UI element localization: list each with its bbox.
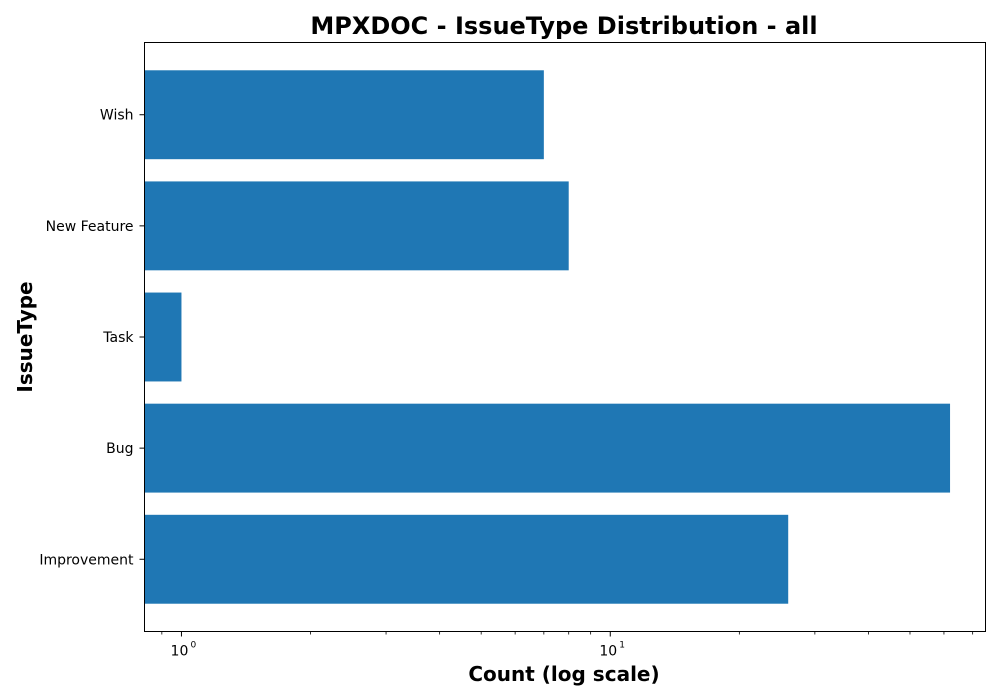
x-tick-label: 10	[171, 644, 189, 660]
y-axis: Improvement Bug Task New Feature Wish	[39, 108, 145, 568]
bar-task	[144, 292, 182, 382]
bar-new-feature	[144, 181, 569, 271]
x-tick-exponent: 1	[619, 641, 625, 651]
bar-bug	[144, 403, 951, 493]
y-tick-label: Bug	[106, 441, 133, 457]
x-tick-exponent: 0	[190, 641, 196, 651]
x-axis-label: Count (log scale)	[468, 662, 659, 686]
bars-layer	[144, 70, 951, 604]
y-tick-label: Task	[102, 330, 134, 346]
y-tick-label: New Feature	[46, 219, 134, 235]
x-axis: 10 0 10 1	[161, 631, 974, 660]
chart-title: MPXDOC - IssueType Distribution - all	[310, 12, 817, 40]
y-axis-label: IssueType	[13, 281, 37, 392]
x-tick-label: 10	[599, 644, 617, 660]
y-tick-label: Wish	[100, 108, 134, 124]
bar-wish	[144, 70, 544, 160]
y-tick-label: Improvement	[39, 552, 134, 568]
bar-improvement	[144, 514, 789, 604]
